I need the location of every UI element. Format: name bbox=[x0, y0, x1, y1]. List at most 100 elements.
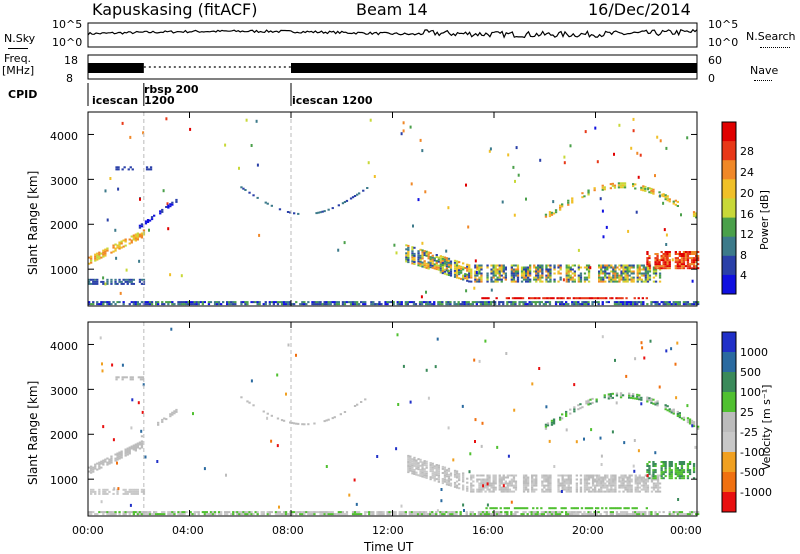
power-near-range-cell bbox=[695, 301, 698, 304]
velocity-afternoon-band-cell bbox=[596, 476, 599, 479]
velocity-evening-arc-cell bbox=[650, 397, 653, 400]
power-early-low-cell bbox=[92, 282, 95, 285]
velocity-evening-arc-cell bbox=[628, 396, 631, 399]
power-afternoon-band-cell bbox=[616, 280, 619, 283]
power-evening-strong-cell bbox=[666, 267, 669, 270]
power-near-range-cell bbox=[656, 303, 659, 306]
power-afternoon-band-cell bbox=[533, 266, 536, 269]
velocity-near-range-cell bbox=[297, 511, 300, 514]
velocity-evening-strong-cell bbox=[674, 477, 677, 480]
power-near-range-cell bbox=[276, 301, 280, 304]
power-afternoon-band-cell bbox=[632, 266, 635, 269]
nsearch-tick-top: 10^5 bbox=[708, 18, 739, 31]
power-early-arc-cell bbox=[136, 236, 139, 239]
velocity-afternoon-band-cell bbox=[522, 476, 526, 479]
velocity-near-range-cell bbox=[112, 513, 115, 516]
velocity-scatter-cell bbox=[295, 353, 297, 357]
velocity-afternoon-band-cell bbox=[433, 467, 436, 470]
velocity-afternoon-band-cell bbox=[624, 488, 627, 491]
power-evening-strong-cell bbox=[668, 267, 671, 270]
power-afternoon-band-cell bbox=[417, 252, 420, 255]
power-afternoon-band-cell bbox=[502, 268, 505, 271]
power-afternoon-band-cell bbox=[439, 257, 442, 260]
velocity-evening-arc-cell bbox=[589, 402, 592, 405]
velocity-afternoon-band-cell bbox=[455, 470, 459, 473]
power-near-range-cell bbox=[666, 303, 669, 306]
velocity-near-range-cell bbox=[577, 511, 580, 514]
power-afternoon-band-cell bbox=[522, 266, 526, 269]
power-evening-strong-cell bbox=[688, 265, 692, 268]
velocity-afternoon-band-cell bbox=[449, 482, 453, 485]
velocity-scatter-cell bbox=[250, 379, 253, 383]
power-afternoon-low-cell bbox=[601, 297, 604, 300]
velocity-afternoon-band-cell bbox=[600, 476, 603, 479]
power-evening-strong-cell bbox=[692, 251, 696, 253]
velocity-scatter-cell bbox=[600, 454, 603, 458]
velocity-afternoon-band-cell bbox=[429, 464, 432, 466]
velocity-near-range-cell bbox=[136, 513, 139, 516]
power-rising-arc-cell bbox=[161, 208, 164, 211]
velocity-scatter-cell bbox=[674, 362, 677, 366]
velocity-near-range-cell bbox=[469, 513, 472, 516]
velocity-afternoon-band-cell bbox=[630, 484, 633, 487]
power-evening-strong-cell bbox=[682, 267, 686, 270]
power-scatter-cell bbox=[467, 225, 470, 229]
velocity-afternoon-band-cell bbox=[421, 473, 424, 476]
power-evening-strong-cell bbox=[692, 257, 696, 260]
power-afternoon-band-cell bbox=[496, 272, 499, 275]
power-early-low-cell bbox=[110, 278, 113, 281]
power-afternoon-band-cell bbox=[600, 276, 603, 279]
power-near-range-cell bbox=[646, 303, 649, 306]
velocity-afternoon-band-cell bbox=[628, 486, 631, 489]
velocity-evening-arc-cell bbox=[648, 399, 651, 402]
power-scatter-cell bbox=[594, 126, 597, 130]
velocity-afternoon-band-cell bbox=[587, 486, 591, 489]
velocity-early-arc-cell bbox=[124, 448, 127, 451]
velocity-evening-strong-cell bbox=[648, 469, 651, 472]
velocity-mid-arc-cell bbox=[252, 404, 255, 407]
velocity-near-range-cell bbox=[311, 513, 314, 516]
power-evening-arc-cell bbox=[648, 187, 651, 190]
power-afternoon-band-cell bbox=[579, 276, 583, 279]
velocity-near-range-cell bbox=[522, 513, 525, 516]
velocity-afternoon-low-cell bbox=[523, 507, 527, 510]
velocity-evening-arc-cell bbox=[632, 393, 635, 396]
velocity-scatter-cell bbox=[623, 441, 626, 445]
velocity-evening-strong-cell bbox=[668, 469, 671, 472]
power-evening-strong-cell bbox=[697, 257, 700, 260]
velocity-near-range-cell bbox=[408, 513, 411, 516]
power-near-range-cell bbox=[518, 301, 521, 304]
power-afternoon-band-cell bbox=[606, 272, 609, 275]
power-scatter-cell bbox=[489, 147, 492, 151]
power-afternoon-band-cell bbox=[455, 276, 459, 279]
velocity-afternoon-band-cell bbox=[598, 482, 601, 485]
velocity-evening-arc-cell bbox=[678, 414, 681, 417]
velocity-evening-strong-cell bbox=[664, 465, 667, 467]
velocity-early-arc-cell bbox=[120, 456, 123, 459]
velocity-near-range-cell bbox=[398, 511, 401, 514]
power-afternoon-band-cell bbox=[612, 274, 615, 277]
velocity-afternoon-band-cell bbox=[525, 476, 528, 479]
power-near-range-cell bbox=[530, 301, 533, 304]
power-near-range-cell bbox=[565, 301, 568, 304]
power-evening-strong-cell bbox=[688, 253, 692, 255]
power-near-range-cell bbox=[467, 303, 470, 306]
power-scatter-cell bbox=[563, 161, 566, 165]
power-early-arc-cell bbox=[128, 242, 131, 245]
velocity-afternoon-band-cell bbox=[421, 463, 424, 466]
power-evening-arc-cell bbox=[623, 182, 627, 185]
velocity-afternoon-band-cell bbox=[407, 456, 410, 459]
power-evening-arc-cell bbox=[666, 199, 669, 202]
power-scatter-cell bbox=[417, 198, 420, 202]
power-near-range-cell bbox=[228, 303, 231, 306]
power-afternoon-band-cell bbox=[453, 259, 457, 262]
velocity-afternoon-band-cell bbox=[583, 484, 587, 487]
velocity-early-low-cell bbox=[102, 492, 105, 495]
velocity-mid-arc-cell bbox=[262, 410, 265, 413]
power-near-range-cell bbox=[134, 301, 137, 304]
power-early-high-cell bbox=[117, 166, 120, 169]
velocity-afternoon-band-cell bbox=[504, 476, 507, 479]
power-afternoon-band-cell bbox=[494, 280, 497, 283]
power-afternoon-band-cell bbox=[423, 264, 426, 267]
velocity-afternoon-band-cell bbox=[494, 486, 497, 489]
